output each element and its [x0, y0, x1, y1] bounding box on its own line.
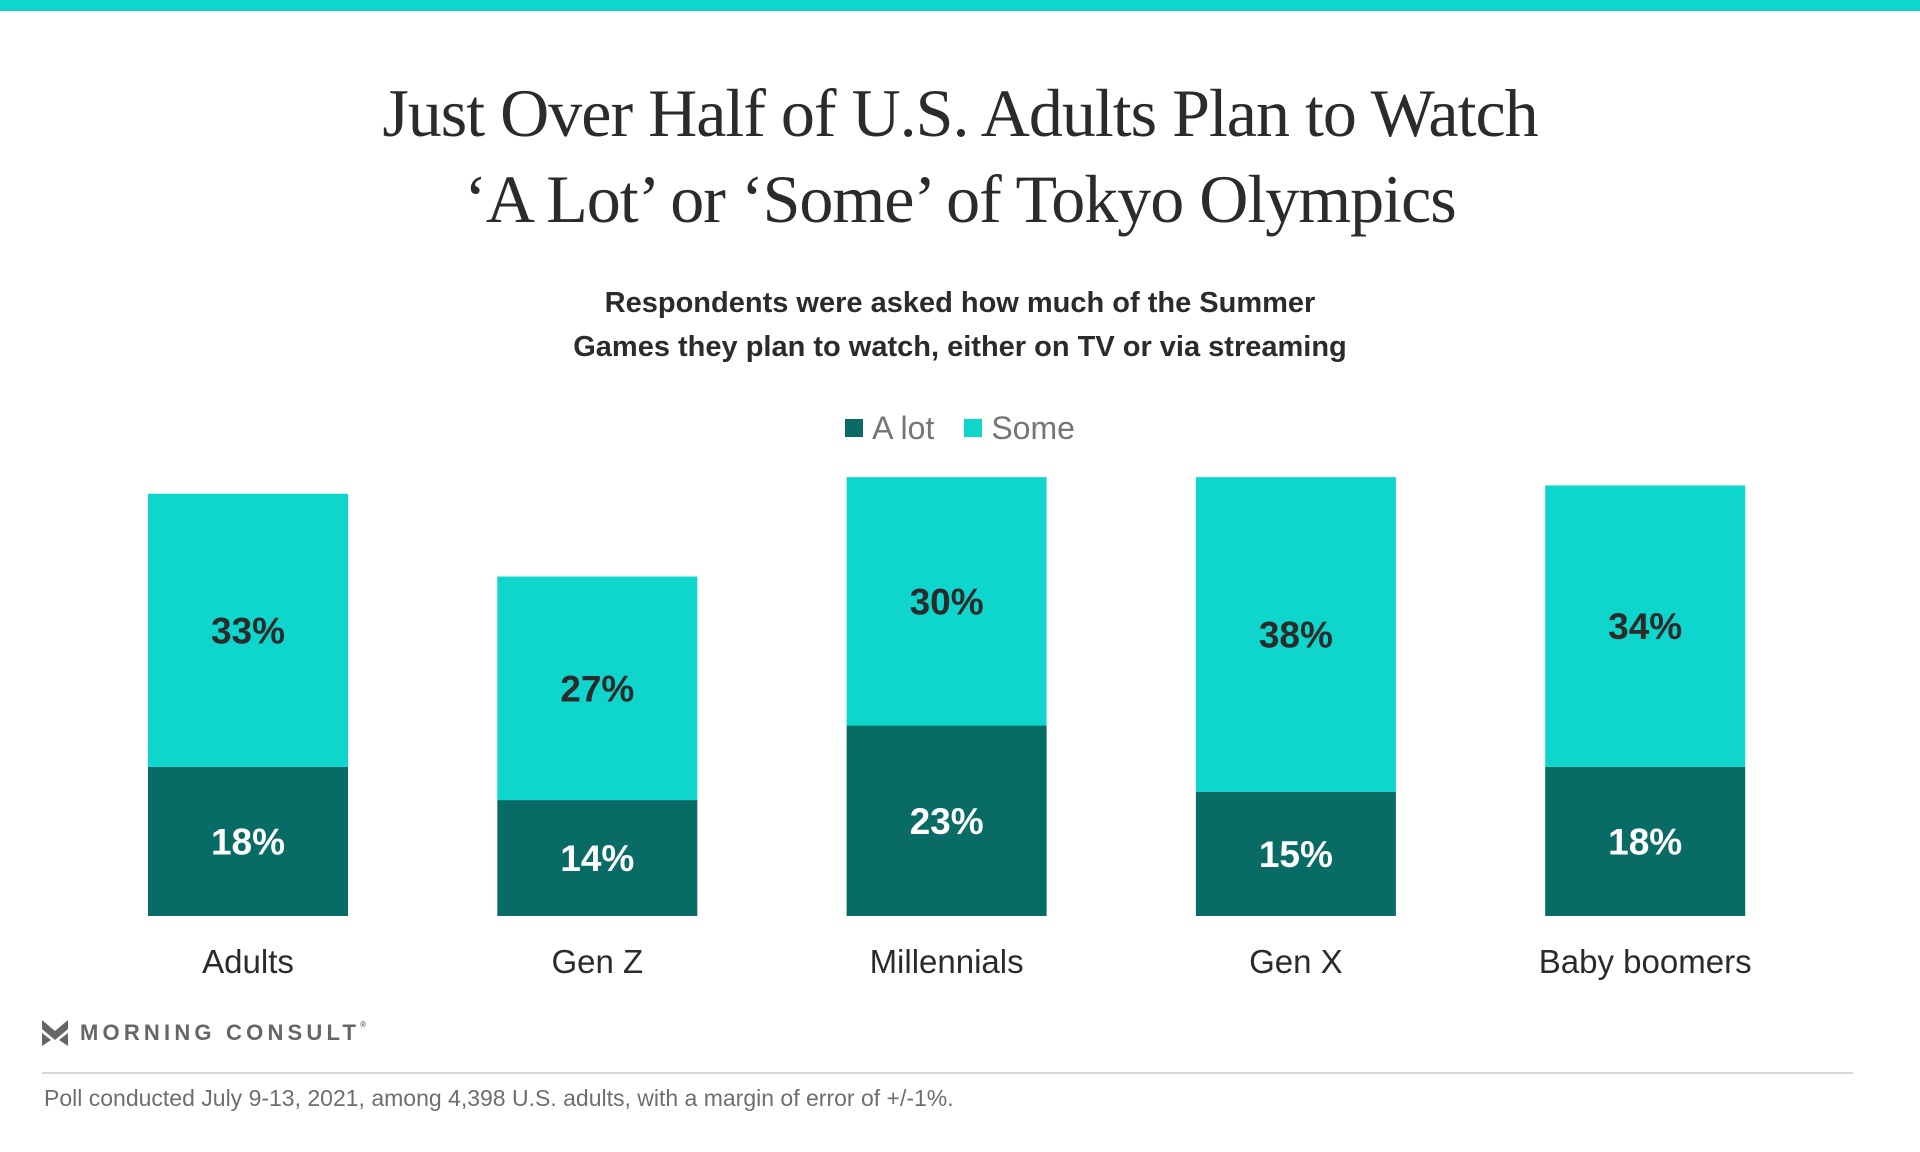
legend: A lot Some	[0, 408, 1920, 448]
chart-subtitle: Respondents were asked how much of the S…	[0, 281, 1920, 369]
registered-mark: ®	[360, 1020, 367, 1029]
legend-swatch-some	[964, 419, 983, 437]
data-label-a-lot-gen-x: 15%	[1259, 834, 1333, 875]
data-label-some-gen-z: 27%	[560, 668, 634, 709]
bar-group-gen-z: 14% 27% Gen Z	[497, 576, 698, 980]
legend-item-a-lot: A lot	[845, 410, 934, 447]
bar-some-gen-x	[1195, 477, 1396, 792]
bar-group-gen-x: 15% 38% Gen X	[1195, 477, 1396, 980]
data-label-a-lot-gen-z: 14%	[560, 838, 634, 879]
category-label-gen-x: Gen X	[1249, 943, 1343, 980]
bar-some-millennials	[846, 477, 1047, 726]
category-label-baby-boomers: Baby boomers	[1539, 943, 1752, 980]
legend-label-a-lot: A lot	[872, 409, 935, 446]
bar-a-lot-millennials	[846, 725, 1047, 916]
legend-swatch-a-lot	[845, 419, 864, 437]
morning-consult-chevron-icon	[42, 1020, 68, 1046]
data-label-a-lot-millennials: 23%	[910, 801, 984, 842]
bar-some-gen-z	[497, 576, 698, 801]
chart-subtitle-line-2: Games they plan to watch, either on TV o…	[573, 331, 1347, 363]
bar-group-baby-boomers: 18% 34% Baby boomers	[1539, 485, 1752, 980]
bar-group-adults: 18% 33% Adults	[148, 493, 348, 980]
bar-a-lot-gen-x	[1195, 791, 1396, 916]
bar-a-lot-gen-z	[497, 800, 698, 916]
data-label-some-gen-x: 38%	[1259, 614, 1333, 655]
top-accent-bar	[0, 0, 1920, 11]
footnote: Poll conducted July 9-13, 2021, among 4,…	[44, 1085, 954, 1111]
data-label-a-lot-adults: 18%	[211, 821, 285, 862]
bar-group-millennials: 23% 30% Millennials	[846, 477, 1047, 980]
bar-a-lot-baby-boomers	[1545, 766, 1746, 916]
chart-title-line-2: ‘A Lot’ or ‘Some’ of Tokyo Olympics	[464, 161, 1456, 237]
bar-a-lot-adults	[148, 766, 348, 916]
category-label-adults: Adults	[202, 943, 294, 980]
footer-divider	[42, 1072, 1853, 1074]
data-label-a-lot-baby-boomers: 18%	[1608, 821, 1682, 862]
bar-some-adults	[148, 493, 348, 767]
data-label-some-millennials: 30%	[910, 581, 984, 622]
chart-title: Just Over Half of U.S. Adults Plan to Wa…	[0, 70, 1920, 242]
data-label-some-adults: 33%	[211, 610, 285, 651]
morning-consult-logo: MORNING CONSULT®	[42, 1019, 366, 1047]
bar-some-baby-boomers	[1545, 485, 1746, 767]
brand-name-text: MORNING CONSULT	[80, 1020, 361, 1045]
category-label-gen-z: Gen Z	[551, 943, 643, 980]
chart-title-line-1: Just Over Half of U.S. Adults Plan to Wa…	[382, 75, 1538, 151]
chart-subtitle-line-1: Respondents were asked how much of the S…	[604, 287, 1316, 319]
brand-name: MORNING CONSULT®	[80, 1020, 366, 1046]
data-label-some-baby-boomers: 34%	[1608, 606, 1682, 647]
category-label-millennials: Millennials	[870, 943, 1024, 980]
legend-label-some: Some	[991, 409, 1075, 446]
stacked-bar-chart: 18% 33% Adults 14% 27% Gen Z 23% 30% Millennials…	[148, 477, 1752, 980]
legend-item-some: Some	[964, 410, 1075, 447]
